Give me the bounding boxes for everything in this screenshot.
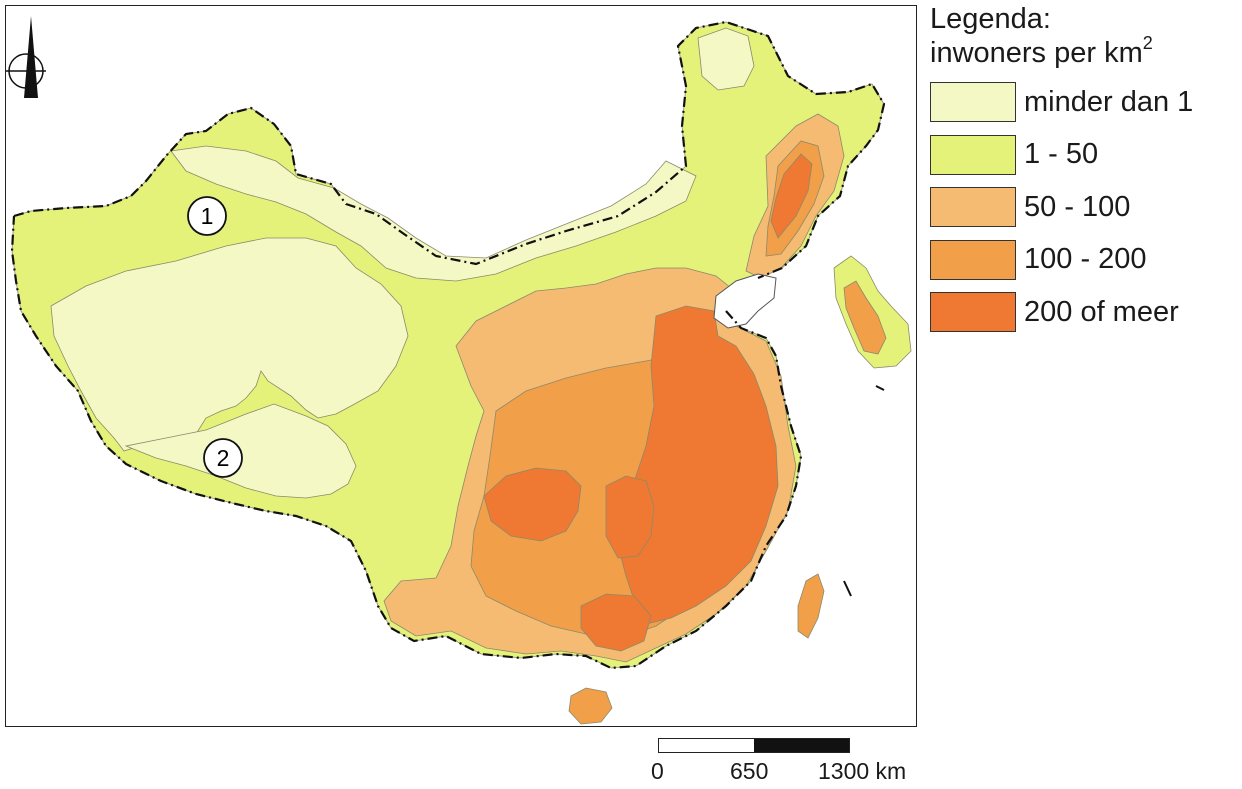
legend-unit-superscript: 2	[1142, 33, 1153, 54]
dense-region-east	[617, 305, 779, 625]
legend-item: minder dan 1	[930, 76, 1236, 129]
sparse-region-northeast	[697, 27, 755, 91]
marker-1-label: 1	[201, 203, 214, 229]
sparse-region-west	[50, 237, 409, 452]
legend-item: 50 - 100	[930, 181, 1236, 234]
scale-segment-black	[754, 739, 849, 752]
korea-dense	[843, 280, 887, 355]
north-arrow-icon	[6, 16, 46, 98]
legend-label: 1 - 50	[1024, 138, 1099, 171]
marker-1: 1	[187, 196, 227, 236]
dense-region-central	[605, 475, 655, 559]
scale-label-0: 0	[651, 758, 664, 784]
scale-label-650: 650	[730, 758, 769, 784]
dense-region-south	[580, 593, 652, 652]
legend-label: 200 of meer	[1024, 295, 1179, 328]
legend-label: minder dan 1	[1024, 85, 1194, 118]
dense-region-northeast	[770, 153, 813, 239]
legend-title: Legenda: inwoners per km2	[930, 2, 1236, 70]
legend-swatch	[930, 82, 1016, 123]
legend-label: 100 - 200	[1024, 243, 1147, 276]
legend: Legenda: inwoners per km2 minder dan 1 1…	[930, 2, 1236, 339]
population-density-map: 1 2	[6, 16, 912, 725]
korea-dot	[875, 385, 885, 391]
map-frame: 1 2	[5, 5, 917, 727]
hainan-island	[568, 687, 613, 725]
scale-label-1300: 1300 km	[818, 758, 907, 784]
legend-label: 50 - 100	[1024, 190, 1131, 223]
sparse-region-north	[170, 145, 697, 282]
legend-swatch	[930, 292, 1016, 333]
legend-swatch	[930, 187, 1016, 228]
marker-2-label: 2	[217, 445, 230, 471]
dense-region-sichuan	[483, 467, 582, 542]
legend-item: 100 - 200	[930, 234, 1236, 287]
marker-2: 2	[203, 438, 243, 478]
legend-items: minder dan 1 1 - 50 50 - 100 100 - 200 2…	[930, 76, 1236, 339]
legend-unit: inwoners per km	[930, 37, 1143, 69]
china-border	[10, 20, 886, 670]
scale-segment-white	[659, 739, 754, 752]
legend-swatch	[930, 134, 1016, 175]
taiwan-island	[797, 573, 825, 639]
legend-swatch	[930, 239, 1016, 280]
legend-item: 1 - 50	[930, 129, 1236, 182]
legend-heading: Legenda:	[930, 3, 1051, 35]
taiwan-border	[843, 580, 852, 597]
scale-bar	[658, 738, 850, 753]
legend-item: 200 of meer	[930, 286, 1236, 339]
